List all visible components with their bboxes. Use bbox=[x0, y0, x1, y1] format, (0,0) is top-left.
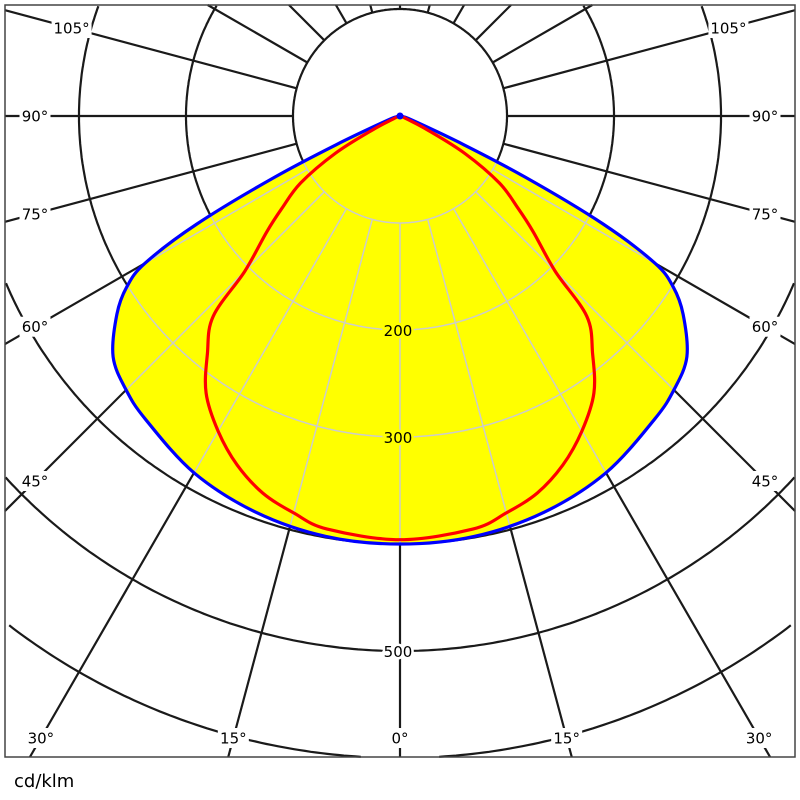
angle-label-background bbox=[19, 471, 51, 491]
grid-circle bbox=[8, 624, 792, 758]
unit-label: cd/klm bbox=[14, 771, 74, 792]
angle-tick-label: 45° bbox=[22, 473, 49, 491]
angle-label-background bbox=[743, 728, 775, 748]
grid-circle bbox=[185, 115, 615, 331]
angle-tick-label: 45° bbox=[752, 473, 779, 491]
angle-tick-label: 75° bbox=[752, 205, 779, 223]
grid-radial-line bbox=[207, 4, 308, 64]
angle-label-background bbox=[389, 728, 411, 748]
radial-tick-label: 500 bbox=[384, 643, 413, 661]
angle-label-background bbox=[19, 106, 51, 126]
angle-label-background bbox=[749, 106, 781, 126]
angle-tick-label: 15° bbox=[220, 730, 247, 748]
intensity-curve-2 bbox=[203, 114, 597, 542]
grid-radial-line bbox=[452, 4, 466, 24]
angle-tick-label: 0° bbox=[391, 730, 408, 748]
angle-label-background bbox=[19, 316, 51, 337]
grid-radial-line bbox=[288, 4, 326, 42]
angle-tick-label: 30° bbox=[746, 730, 773, 748]
angle-tick-label: 105° bbox=[54, 20, 90, 38]
grid-radial-line bbox=[492, 168, 688, 345]
grid-radial-line bbox=[112, 191, 325, 512]
grid-radial-line bbox=[426, 4, 431, 13]
intensity-curve-1 bbox=[111, 114, 689, 546]
angle-tick-label: 60° bbox=[752, 318, 779, 336]
angle-label-background bbox=[217, 728, 249, 748]
grid-circle bbox=[112, 115, 688, 438]
angle-tick-label: 30° bbox=[28, 730, 55, 748]
grid-radial-line bbox=[474, 4, 512, 42]
grid-radial-line bbox=[4, 9, 297, 90]
grid-radial-line bbox=[503, 142, 796, 223]
intensity-curves bbox=[111, 112, 689, 546]
grid-radial-line bbox=[112, 168, 308, 345]
angle-label-background bbox=[25, 728, 57, 748]
angle-tick-labels: 105° 90° 75° 60° 45° 30° 15° 0° 15° 30° 45° 60° 75° 9… bbox=[19, 18, 781, 748]
grid-radial-line bbox=[4, 142, 297, 223]
angle-label-background bbox=[551, 728, 583, 748]
grid-radial-line bbox=[369, 4, 374, 13]
angle-label-background bbox=[708, 18, 749, 38]
grid-circle bbox=[4, 476, 796, 653]
grid-radial-line bbox=[475, 191, 688, 512]
angle-label-background bbox=[19, 203, 51, 224]
angle-tick-label: 105° bbox=[710, 20, 746, 38]
angle-label-background bbox=[51, 18, 92, 38]
origin-point bbox=[396, 112, 404, 120]
angle-label-background bbox=[749, 203, 781, 224]
angle-label-background bbox=[749, 316, 781, 337]
angle-tick-label: 15° bbox=[553, 730, 580, 748]
grid-radial-line bbox=[227, 219, 374, 544]
grid-radial-line bbox=[503, 9, 796, 90]
radial-tick-labels: 200 300 500 bbox=[381, 320, 415, 664]
plot-frame bbox=[4, 4, 796, 758]
grid-radial-line bbox=[334, 4, 348, 24]
angle-tick-label: 90° bbox=[752, 108, 779, 126]
angle-label-background bbox=[749, 471, 781, 491]
grid-radial-line bbox=[492, 4, 593, 64]
angle-tick-label: 75° bbox=[22, 205, 49, 223]
radial-tick-label: 300 bbox=[384, 429, 413, 447]
radial-tick-label: 200 bbox=[384, 322, 413, 340]
angle-tick-label: 90° bbox=[22, 108, 49, 126]
grid-radial-line bbox=[426, 219, 573, 544]
angle-tick-label: 60° bbox=[22, 318, 49, 336]
